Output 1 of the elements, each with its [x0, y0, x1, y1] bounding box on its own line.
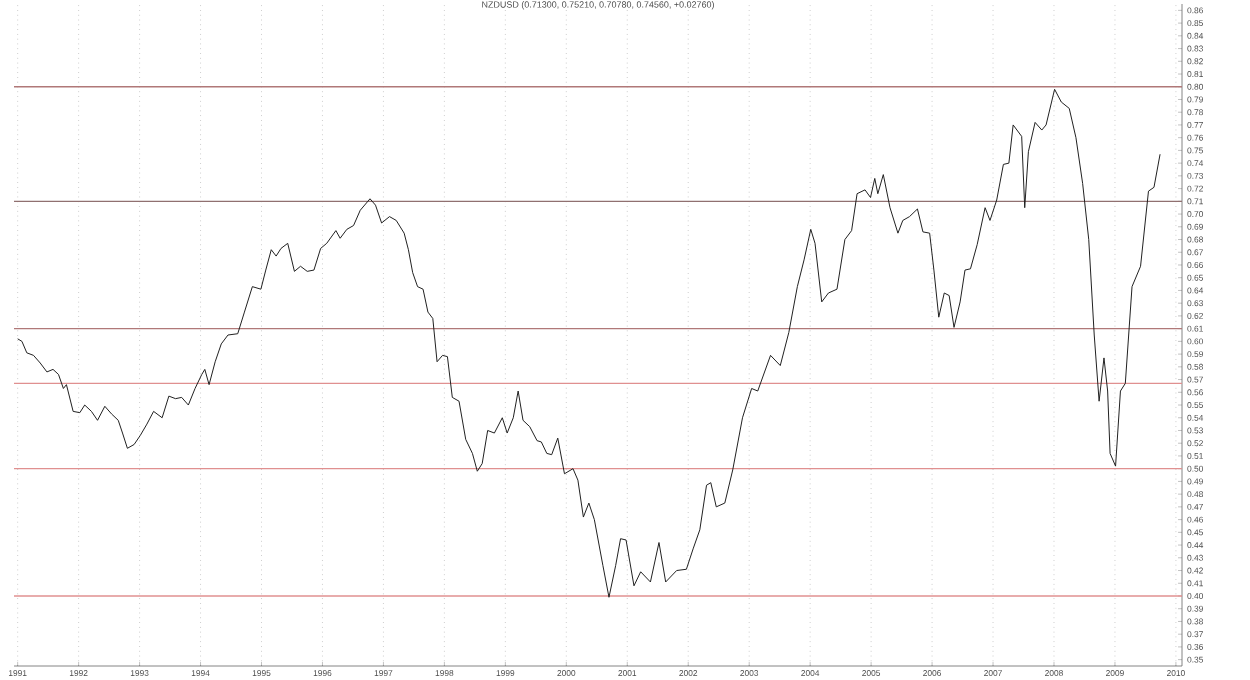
line-series — [17, 88, 1161, 598]
